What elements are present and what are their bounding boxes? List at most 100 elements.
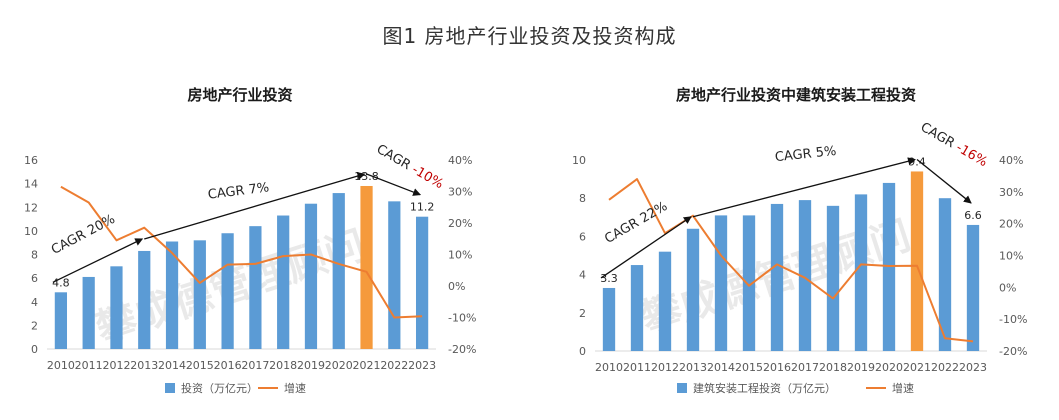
cagr-label: CAGR -10%	[374, 142, 446, 192]
y-tick-label: 4	[31, 296, 38, 309]
cagr-arrow	[692, 157, 916, 218]
y2-tick-label: -10%	[999, 313, 1027, 326]
bar	[388, 201, 401, 349]
cagr-value: -16%	[953, 140, 990, 170]
chart-1: 攀成德管理顾问房地产行业投资0246810121416-20%-10%0%10%…	[24, 86, 476, 395]
y2-tick-label: -10%	[448, 312, 476, 325]
cagr-prefix: CAGR	[918, 120, 961, 153]
data-label: 4.8	[52, 276, 70, 289]
y2-tick-label: 20%	[448, 217, 472, 230]
x-tick-label: 2022	[931, 361, 959, 374]
y-tick-label: 4	[579, 269, 586, 282]
bar	[415, 216, 429, 349]
data-label: 3.3	[600, 272, 618, 285]
chart-2: 攀成德管理顾问房地产行业投资中建筑安装工程投资0246810-20%-10%0%…	[572, 86, 1027, 395]
x-tick-label: 2018	[819, 361, 847, 374]
y-tick-label: 6	[31, 272, 38, 285]
x-tick-label: 2012	[102, 359, 130, 372]
bar	[277, 215, 290, 349]
y-tick-label: 0	[579, 345, 586, 358]
y2-tick-label: 10%	[448, 249, 472, 262]
y-tick-label: 10	[572, 154, 586, 167]
bar	[360, 185, 373, 349]
cagr-label: CAGR 20%	[49, 212, 118, 258]
bar	[54, 292, 68, 349]
data-label: 11.2	[410, 201, 435, 214]
y-tick-label: 6	[579, 230, 586, 243]
x-tick-label: 2022	[380, 359, 408, 372]
growth-line	[608, 178, 974, 343]
cagr-label: CAGR 7%	[207, 180, 270, 202]
x-tick-label: 2015	[186, 359, 214, 372]
cagr-prefix: CAGR	[602, 213, 645, 246]
bar	[770, 203, 784, 351]
cagr-arrow	[366, 173, 422, 196]
y-tick-label: 14	[24, 178, 38, 191]
y2-tick-label: 0%	[448, 280, 465, 293]
cagr-value: 5%	[815, 144, 837, 161]
cagr-value: 22%	[638, 199, 671, 226]
y-tick-label: 0	[31, 343, 38, 356]
cagr-prefix: CAGR	[774, 146, 816, 165]
cagr-prefix: CAGR	[49, 225, 92, 257]
x-tick-label: 2013	[679, 361, 707, 374]
bar	[249, 226, 262, 349]
x-tick-label: 2020	[875, 361, 903, 374]
x-tick-label: 2012	[651, 361, 679, 374]
cagr-arrow	[916, 158, 972, 204]
bar	[82, 276, 95, 349]
bar	[658, 251, 672, 351]
x-tick-label: 2023	[408, 359, 436, 372]
y-tick-label: 12	[24, 201, 38, 214]
data-label: 6.6	[964, 209, 982, 222]
x-tick-label: 2010	[595, 361, 623, 374]
legend-swatch-bar	[165, 383, 175, 393]
x-tick-label: 2020	[325, 359, 353, 372]
y2-tick-label: 10%	[999, 250, 1023, 263]
legend-label-bar: 投资（万亿元）	[181, 381, 258, 395]
data-label: 9.4	[908, 155, 926, 168]
bar	[138, 250, 151, 349]
y-tick-label: 10	[24, 225, 38, 238]
x-tick-label: 2016	[763, 361, 791, 374]
bar	[602, 287, 616, 351]
x-tick-label: 2013	[130, 359, 158, 372]
bar	[966, 224, 980, 351]
bar	[826, 205, 840, 351]
y2-tick-label: 0%	[999, 281, 1016, 294]
bar	[630, 265, 644, 351]
bar	[193, 240, 206, 349]
y2-tick-label: 40%	[448, 154, 472, 167]
y-tick-label: 8	[579, 192, 586, 205]
y2-tick-label: -20%	[999, 345, 1027, 358]
x-tick-label: 2018	[269, 359, 297, 372]
y2-tick-label: 40%	[999, 154, 1023, 167]
x-tick-label: 2010	[47, 359, 75, 372]
x-tick-label: 2014	[158, 359, 186, 372]
x-tick-label: 2011	[623, 361, 651, 374]
x-tick-label: 2015	[735, 361, 763, 374]
legend-label-bar: 建筑安装工程投资（万亿元）	[693, 381, 836, 395]
bar	[714, 215, 728, 351]
bar	[165, 241, 179, 349]
y-tick-label: 16	[24, 154, 38, 167]
x-tick-label: 2021	[353, 359, 381, 372]
figure-title: 图1 房地产行业投资及投资构成	[382, 24, 677, 48]
x-tick-label: 2021	[903, 361, 931, 374]
bar	[332, 193, 345, 349]
cagr-arrow	[144, 172, 366, 240]
cagr-label: CAGR -16%	[918, 120, 990, 170]
x-tick-label: 2019	[297, 359, 325, 372]
y-tick-label: 2	[579, 307, 586, 320]
bar	[686, 228, 700, 351]
cagr-value: -10%	[409, 162, 446, 192]
bar	[110, 266, 123, 349]
y-tick-label: 8	[31, 249, 38, 262]
x-tick-label: 2014	[707, 361, 735, 374]
y2-tick-label: -20%	[448, 343, 476, 356]
legend-swatch-bar	[677, 383, 687, 393]
x-tick-label: 2023	[959, 361, 987, 374]
bar	[798, 200, 812, 351]
